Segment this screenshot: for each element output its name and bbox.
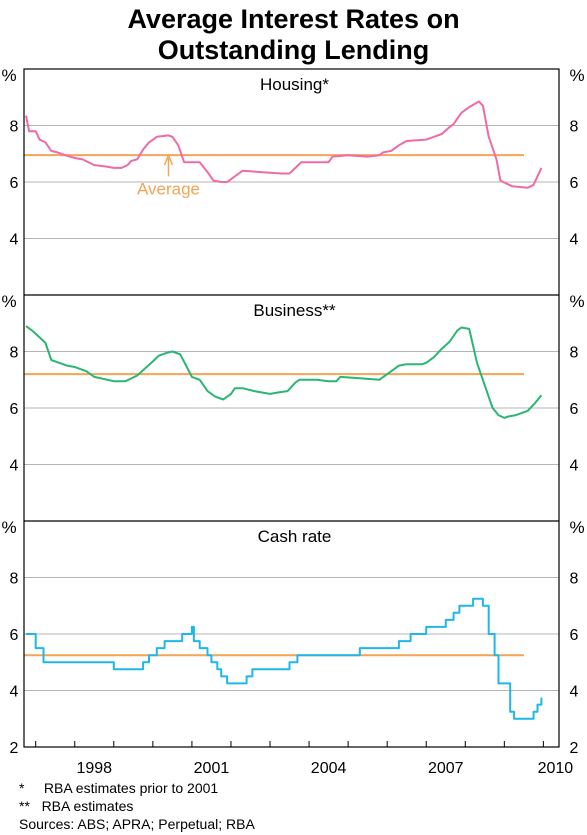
cash-unit-left: %	[1, 518, 16, 537]
cash-series-line	[26, 597, 543, 720]
business-ytick-left-8: 8	[10, 345, 19, 362]
housing-ytick-right-6: 6	[570, 175, 579, 192]
chart-title-line-2: Outstanding Lending	[157, 35, 430, 65]
cash-ytick-left-8: 8	[10, 571, 19, 588]
cash-ytick-left-6: 6	[10, 627, 19, 644]
business-ytick-right-8: 8	[570, 345, 579, 362]
housing-annotation-arrow-head	[163, 153, 174, 166]
chart-frame	[23, 68, 560, 748]
cash-ytick-right-8: 8	[570, 571, 579, 588]
cash-ytick-left-4: 4	[10, 684, 19, 701]
housing-unit-right: %	[569, 66, 584, 85]
cash-ytick-left-2: 2	[10, 740, 19, 757]
business-series-line	[25, 325, 543, 419]
cash-ytick-right-4: 4	[570, 684, 579, 701]
business-ytick-right-4: 4	[570, 458, 579, 475]
x-tick-label-2007: 2007	[428, 760, 464, 777]
footnote-business: ** RBA estimates	[19, 798, 134, 814]
housing-ytick-right-4: 4	[570, 232, 579, 249]
cash-ytick-right-2: 2	[570, 740, 579, 757]
housing-ytick-left-6: 6	[10, 175, 19, 192]
business-unit-right: %	[569, 292, 584, 311]
cash-unit-right: %	[569, 518, 584, 537]
housing-ytick-right-8: 8	[570, 119, 579, 136]
x-tick-label-1998: 1998	[76, 760, 112, 777]
housing-ytick-left-4: 4	[10, 232, 19, 249]
housing-panel-title: Housing*	[260, 75, 329, 94]
x-tick-label-2010: 2010	[538, 760, 574, 777]
business-ytick-right-6: 6	[570, 401, 579, 418]
x-tick-label-2001: 2001	[194, 760, 230, 777]
footnote-housing: * RBA estimates prior to 2001	[19, 780, 219, 796]
footnote-sources: Sources: ABS; APRA; Perpetual; RBA	[19, 816, 255, 832]
housing-annotation-label: Average	[137, 180, 200, 199]
housing-unit-left: %	[1, 66, 16, 85]
housing-ytick-left-8: 8	[10, 119, 19, 136]
cash-panel-title: Cash rate	[258, 527, 332, 546]
chart-title-line-1: Average Interest Rates on	[127, 4, 460, 34]
x-tick-label-2004: 2004	[311, 760, 347, 777]
cash-ytick-right-6: 6	[570, 627, 579, 644]
business-panel-title: Business**	[253, 301, 336, 320]
business-ytick-left-4: 4	[10, 458, 19, 475]
housing-series-line	[25, 100, 543, 189]
business-unit-left: %	[1, 292, 16, 311]
business-ytick-left-6: 6	[10, 401, 19, 418]
